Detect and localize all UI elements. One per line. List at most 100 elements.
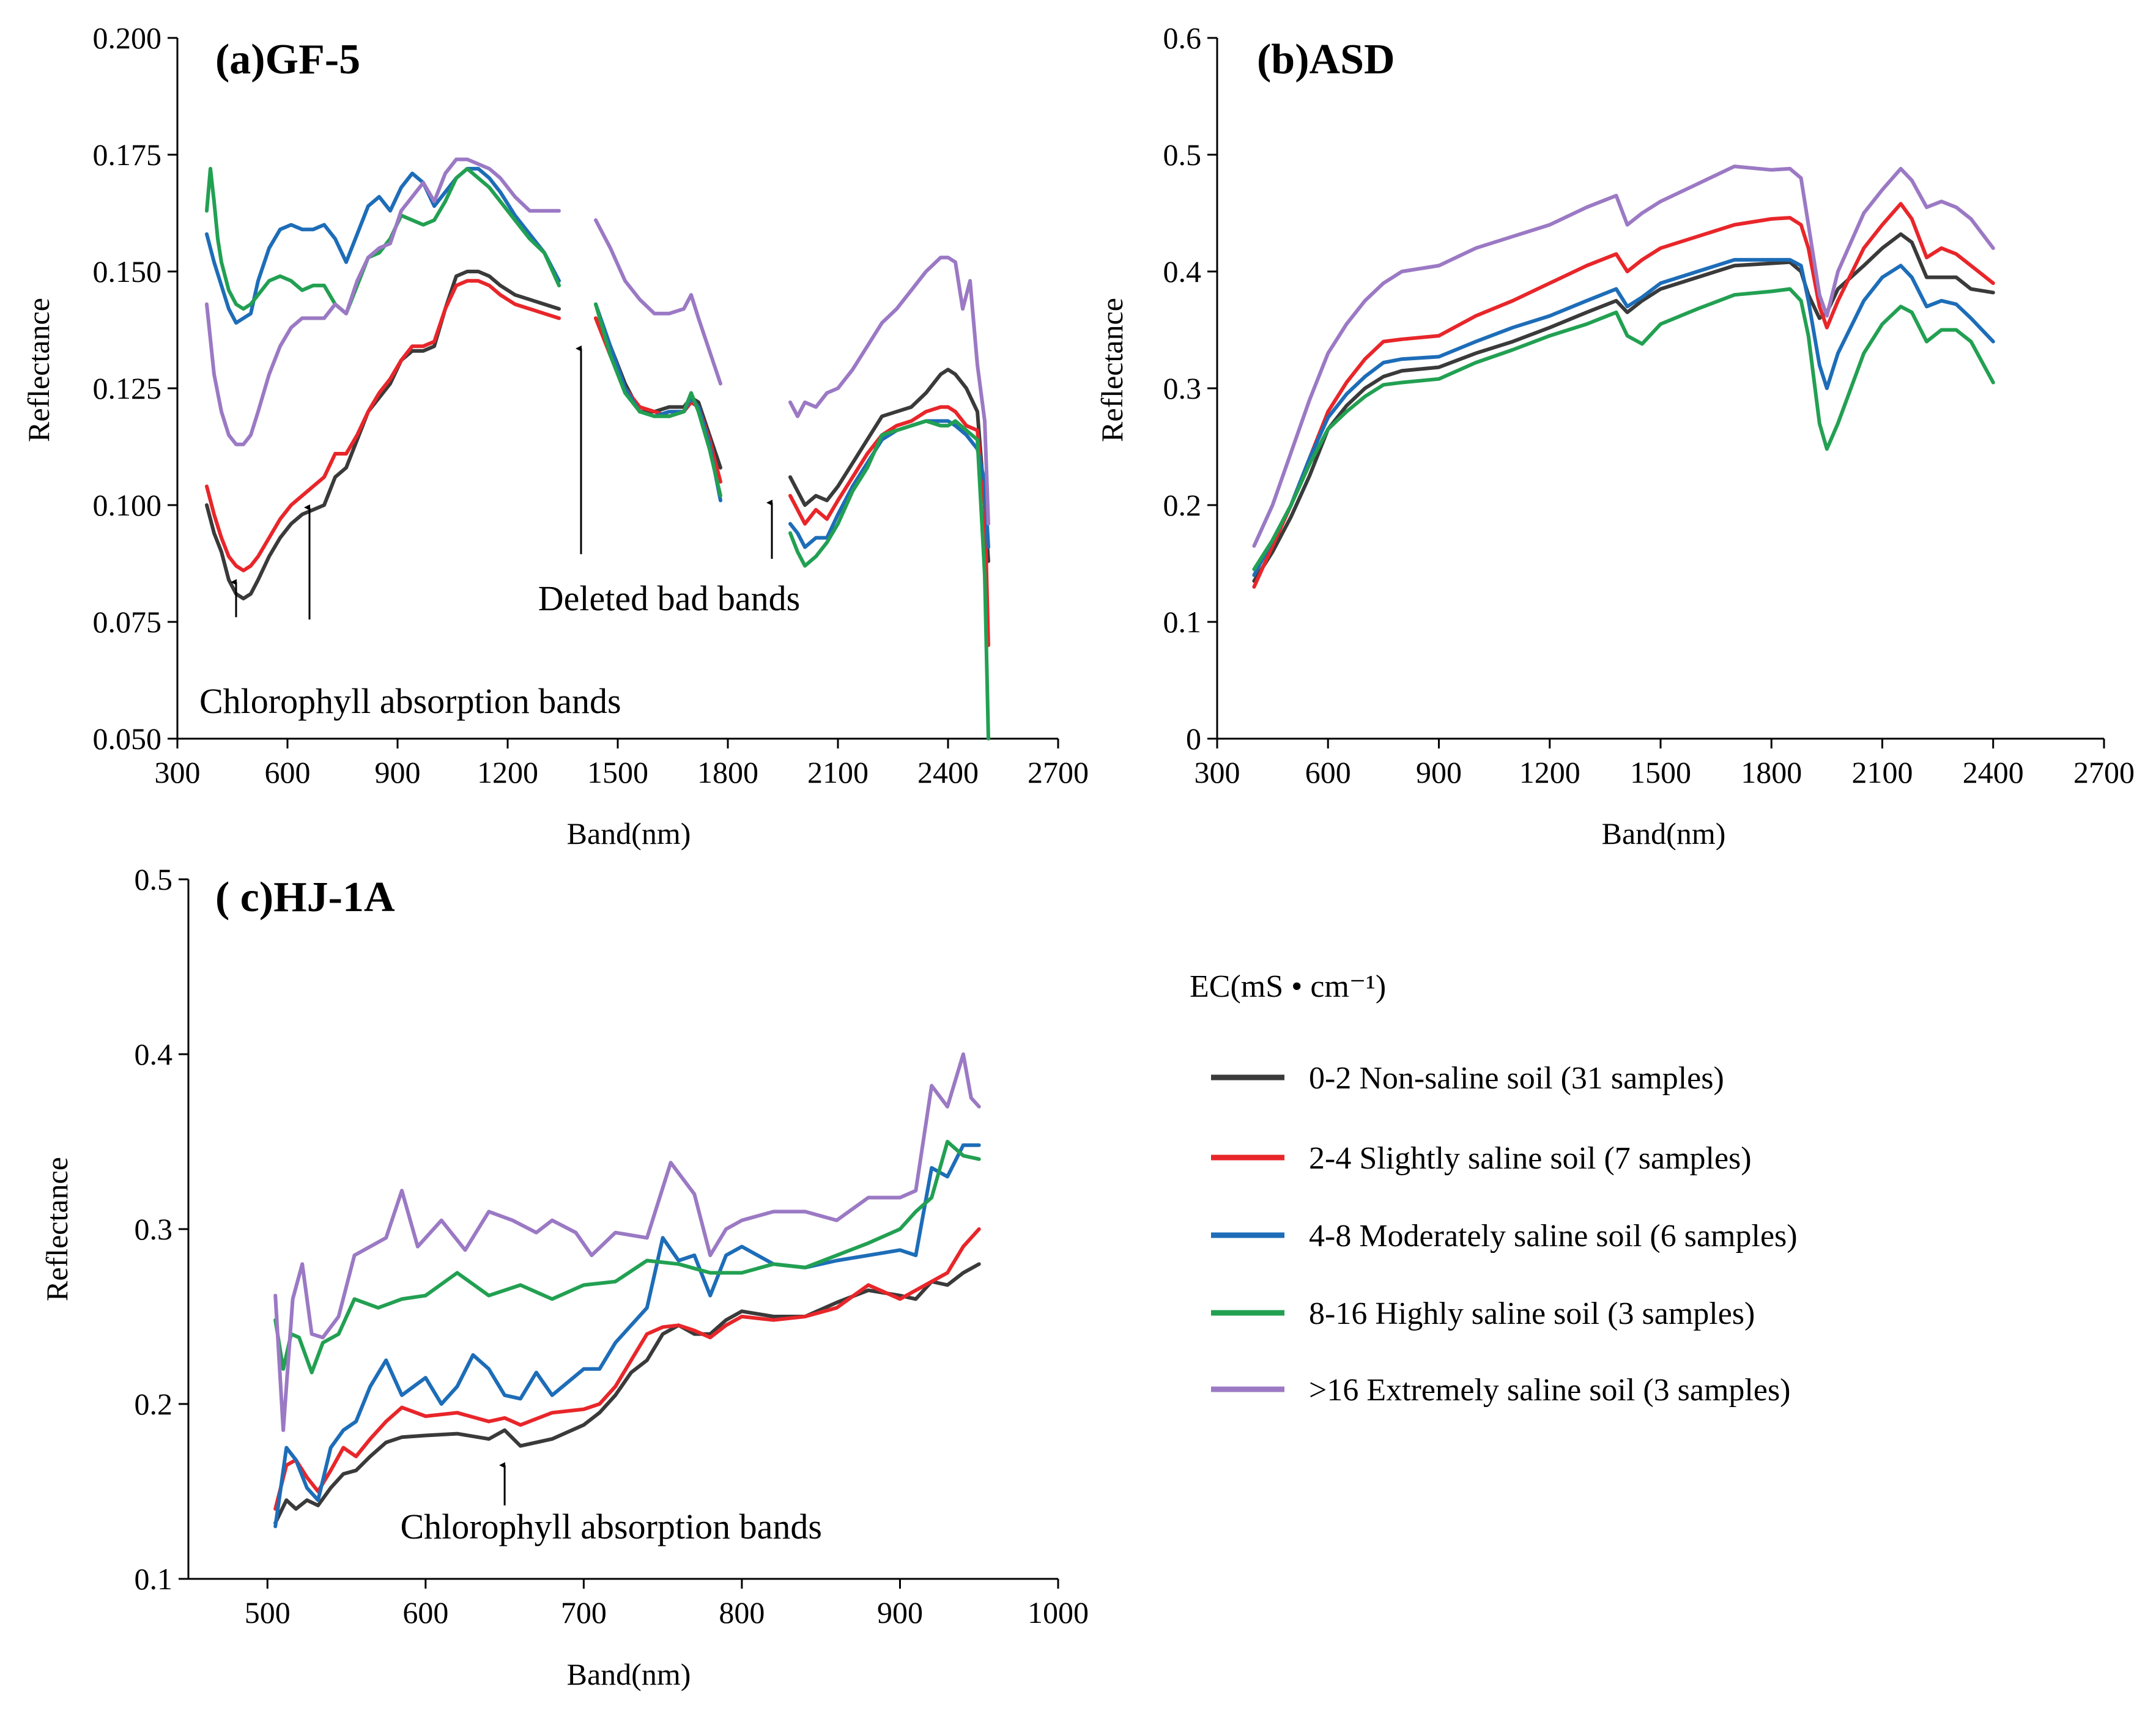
panel-c-xtick-label: 600 [402, 1595, 448, 1630]
panel-b-ytick-label: 0.5 [1163, 138, 1202, 172]
panel-b-xtick-label: 600 [1305, 755, 1351, 789]
panel-a-xlabel: Band(nm) [567, 816, 691, 851]
panel-a-xtick-label: 1500 [587, 755, 648, 789]
panel-c-ytick-label: 0.1 [135, 1562, 173, 1596]
panel-c-xlabel: Band(nm) [567, 1657, 691, 1691]
panel-b-series-line-2 [1252, 257, 1995, 577]
panel-b-xtick-label: 2700 [2073, 755, 2135, 789]
panel-c-series-line-3 [273, 1140, 981, 1375]
panel-a-series-line-0 [594, 316, 722, 470]
legend-title: EC(mS • cm⁻¹) [1190, 969, 1386, 1004]
panel-a-series-line-4 [788, 256, 990, 526]
legend-label-slightly-saline: 2-4 Slightly saline soil (7 samples) [1309, 1141, 1752, 1176]
panel-a-xtick-label: 1800 [697, 755, 758, 789]
panel-a-annotation: Deleted bad bands [538, 578, 800, 618]
panel-a-xtick-label: 2100 [807, 755, 869, 789]
panel-a-series-line-1 [788, 405, 990, 648]
panel-a-title: (a)GF-5 [215, 36, 360, 83]
panel-a-ytick-label: 0.125 [93, 371, 162, 405]
panel-a-series [205, 157, 990, 741]
panel-b-series-line-0 [1252, 232, 1995, 583]
panel-a-annotation: Chlorophyll absorption bands [199, 681, 621, 721]
panel-a-series-line-4 [594, 218, 722, 386]
panel-a-ytick-label: 0.075 [93, 605, 162, 639]
legend-label-highly-saline: 8-16 Highly saline soil (3 samples) [1309, 1296, 1755, 1331]
panel-c-xtick-label: 700 [561, 1595, 607, 1630]
panel-a-series-line-0 [788, 368, 990, 563]
panel-a-series-line-2 [205, 166, 561, 325]
panel-b-series-line-1 [1252, 202, 1995, 589]
panel-c-ticks: 500 600 700 800 900 1000 0.1 0.2 0.3 0.4 0.5 [135, 862, 1089, 1630]
panel-b-xtick-label: 900 [1416, 755, 1462, 789]
panel-b-xtick-label: 2100 [1852, 755, 1913, 789]
panel-c-annotation: Chlorophyll absorption bands [400, 1507, 822, 1546]
panel-a-ylabel: Reflectance [21, 298, 56, 442]
panel-a-series-line-4 [205, 157, 561, 446]
panel-b-ytick-label: 0 [1186, 722, 1201, 756]
panel-c-ytick-label: 0.5 [135, 862, 173, 896]
panel-c-hj1a: ( c)HJ-1A 500 600 700 800 900 1000 0.1 0.2 0.3 0.… [40, 862, 1089, 1691]
panel-c-title: ( c)HJ-1A [215, 874, 395, 921]
panel-a-ytick-label: 0.100 [93, 488, 162, 522]
panel-a-series-line-1 [205, 279, 561, 572]
panel-b-asd: (b)ASD 300 600 900 1200 1500 1800 2100 2400 2700… [1095, 21, 2135, 851]
panel-c-xtick-label: 1000 [1028, 1595, 1089, 1630]
panel-a-series-line-3 [788, 419, 990, 741]
panel-a-ticks: 300 600 900 1200 1500 1800 2100 2400 2700 0.050 0.… [93, 21, 1089, 789]
panel-a-series-line-1 [594, 316, 722, 484]
panel-b-series-line-3 [1252, 287, 1995, 571]
panel-b-ylabel: Reflectance [1095, 298, 1129, 442]
panel-a-axes [176, 38, 1058, 740]
legend-label-moderately-saline: 4-8 Moderately saline soil (6 samples) [1309, 1219, 1798, 1254]
panel-b-xlabel: Band(nm) [1602, 816, 1726, 851]
panel-a-xtick-label: 2400 [917, 755, 979, 789]
panel-c-ytick-label: 0.4 [135, 1037, 173, 1071]
panel-c-xtick-label: 500 [245, 1595, 291, 1630]
panel-a-series-line-3 [205, 166, 561, 316]
panel-a-ytick-label: 0.200 [93, 21, 162, 55]
legend: EC(mS • cm⁻¹) 0-2 Non-saline soil (31 sa… [1190, 969, 1798, 1408]
panel-b-ytick-label: 0.2 [1163, 488, 1202, 522]
panel-b-ticks: 300 600 900 1200 1500 1800 2100 2400 2700 0 0.1 0.2… [1163, 21, 2135, 789]
panel-c-series-line-2 [273, 1143, 981, 1529]
panel-b-xtick-label: 1200 [1519, 755, 1580, 789]
panel-a-series-line-0 [205, 270, 561, 600]
panel-b-series-line-4 [1252, 164, 1995, 548]
panel-b-ytick-label: 0.4 [1163, 254, 1202, 289]
panel-a-series-line-2 [788, 419, 990, 549]
panel-a-gf5: (a)GF-5 300 600 900 1200 1500 1800 2100 2400 270… [21, 21, 1089, 851]
panel-c-series-line-1 [273, 1227, 981, 1511]
panel-b-title: (b)ASD [1257, 36, 1395, 83]
panel-a-xtick-label: 300 [155, 755, 201, 789]
panel-b-xtick-label: 1500 [1630, 755, 1691, 789]
panel-c-xtick-label: 900 [877, 1595, 923, 1630]
panel-a-xtick-label: 900 [375, 755, 421, 789]
panel-c-series-line-4 [273, 1052, 981, 1432]
panel-b-ytick-label: 0.1 [1163, 605, 1202, 639]
panel-b-series [1252, 164, 1995, 589]
panel-a-ytick-label: 0.175 [93, 138, 162, 172]
panel-c-xtick-label: 800 [719, 1595, 765, 1630]
panel-a-ytick-label: 0.150 [93, 254, 162, 289]
panel-c-annotations: Chlorophyll absorption bands [400, 1462, 822, 1546]
panel-c-axes [187, 879, 1058, 1580]
legend-label-non-saline: 0-2 Non-saline soil (31 samples) [1309, 1061, 1724, 1096]
panel-a-ytick-label: 0.050 [93, 722, 162, 756]
panel-b-xtick-label: 300 [1195, 755, 1240, 789]
panel-c-ytick-label: 0.2 [135, 1387, 173, 1421]
panel-b-xtick-label: 2400 [1963, 755, 2024, 789]
panel-a-series-line-3 [594, 302, 722, 498]
panel-a-xtick-label: 600 [265, 755, 311, 789]
legend-label-extremely-saline: >16 Extremely saline soil (3 samples) [1309, 1373, 1791, 1408]
panel-c-ytick-label: 0.3 [135, 1212, 173, 1246]
panel-a-xtick-label: 2700 [1028, 755, 1089, 789]
panel-c-series [273, 1052, 981, 1529]
panel-b-xtick-label: 1800 [1741, 755, 1802, 789]
panel-b-ytick-label: 0.3 [1163, 371, 1202, 405]
panel-c-series-line-0 [273, 1262, 981, 1525]
panel-c-ylabel: Reflectance [40, 1157, 74, 1301]
panel-b-ytick-label: 0.6 [1163, 21, 1202, 55]
panel-a-xtick-label: 1200 [477, 755, 538, 789]
panel-a-annotations: Deleted bad bands Chlorophyll absorption … [199, 345, 800, 721]
